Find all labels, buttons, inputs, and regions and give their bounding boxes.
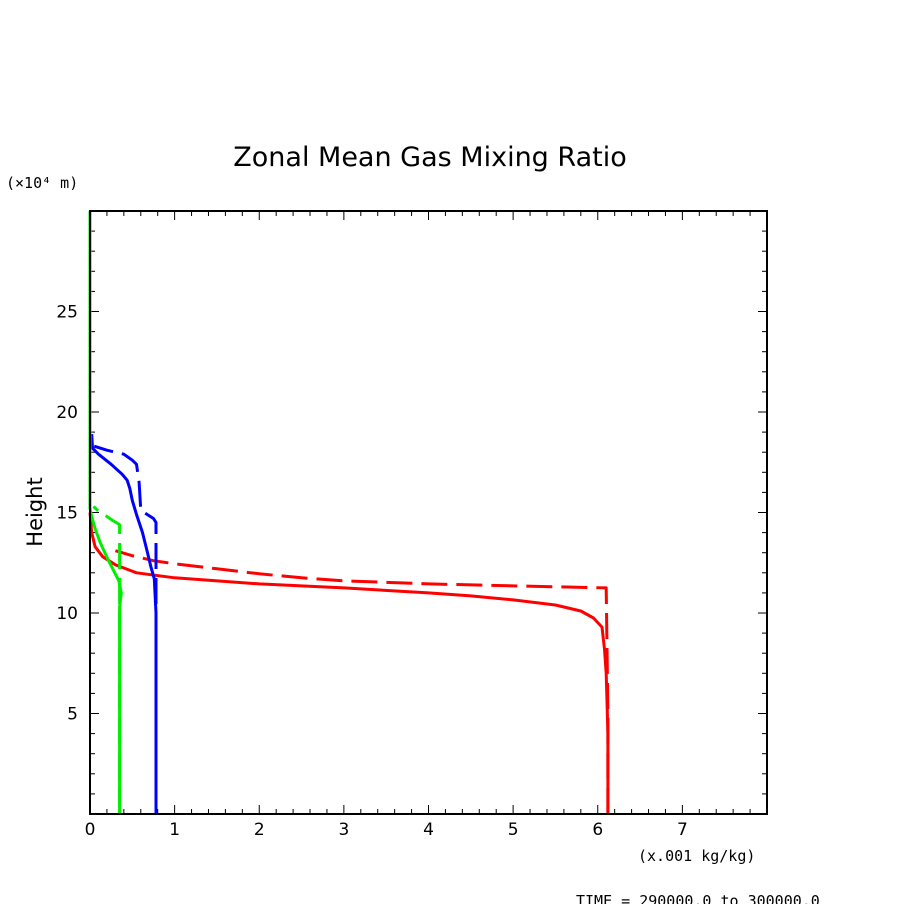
- chart-title: Zonal Mean Gas Mixing Ratio: [233, 142, 626, 173]
- x-tick-label: 4: [423, 820, 434, 840]
- x-units-label: (x.001 kg/kg): [638, 847, 755, 865]
- y-tick-label: 15: [56, 504, 78, 524]
- y-tick-label: 10: [56, 604, 78, 624]
- series-line-3: [90, 434, 158, 814]
- x-tick-label: 3: [338, 820, 349, 840]
- x-tick-label: 2: [254, 820, 265, 840]
- x-tick-label: 1: [169, 820, 180, 840]
- series-line-2: [114, 549, 610, 814]
- series-line-6: [92, 505, 122, 814]
- series-line-1: [88, 512, 610, 814]
- series-layer: [88, 211, 610, 814]
- plot-frame: [89, 210, 768, 815]
- series-line-4: [93, 444, 158, 814]
- x-tick-label: 5: [508, 820, 519, 840]
- x-tick-label: 0: [85, 820, 96, 840]
- y-units-label: (×10⁴ m): [6, 174, 78, 192]
- x-tick-label: 7: [677, 820, 688, 840]
- axis-ticks: 0 1 2 3 4 5 6 7 5 10 15 20 25: [56, 210, 768, 840]
- x-tick-label: 6: [592, 820, 603, 840]
- y-axis-label: Height: [23, 477, 47, 546]
- y-tick-label: 5: [67, 705, 78, 725]
- time-footer: TIME = 290000.0 to 300000.0: [576, 892, 820, 904]
- y-tick-label: 25: [56, 303, 78, 323]
- y-tick-label: 20: [56, 403, 78, 423]
